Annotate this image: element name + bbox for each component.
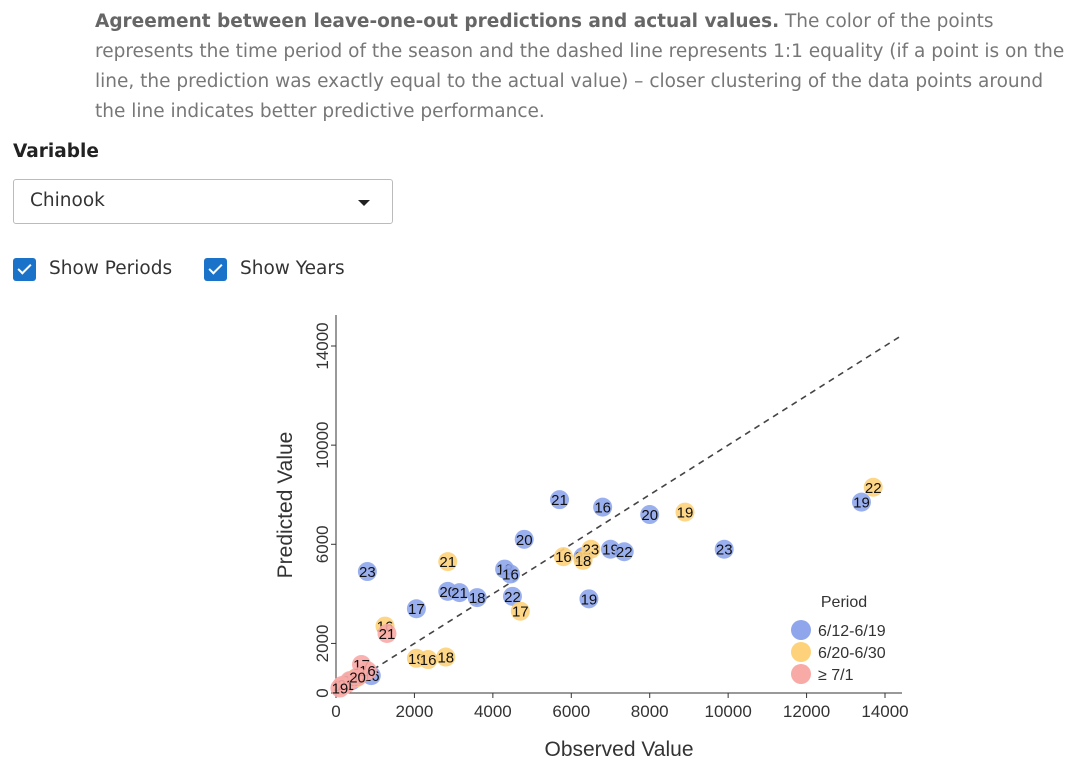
point-label: 19 bbox=[332, 681, 349, 698]
data-point bbox=[714, 539, 734, 559]
data-point bbox=[377, 624, 397, 644]
point-label: 17 bbox=[408, 601, 425, 618]
point-label: 22 bbox=[504, 589, 521, 606]
data-point bbox=[851, 492, 871, 512]
data-point bbox=[510, 601, 530, 621]
point-label: 21 bbox=[451, 585, 468, 602]
point-label: 21 bbox=[551, 492, 568, 509]
point-label: 16 bbox=[594, 500, 611, 517]
checkmark-icon bbox=[13, 258, 36, 281]
data-point bbox=[614, 542, 634, 562]
point-label: 19 bbox=[853, 495, 870, 512]
data-point bbox=[406, 599, 426, 619]
point-label: 19 bbox=[581, 591, 598, 608]
data-point bbox=[675, 502, 695, 522]
show-periods-label: Show Periods bbox=[49, 258, 173, 279]
data-point bbox=[593, 497, 613, 517]
data-point bbox=[436, 647, 456, 667]
x-tick-label: 8000 bbox=[631, 702, 669, 721]
point-label: 19 bbox=[677, 505, 694, 522]
y-tick-label: 10000 bbox=[313, 422, 332, 469]
point-label: 20 bbox=[349, 669, 366, 686]
data-point bbox=[553, 547, 573, 567]
x-tick-label: 4000 bbox=[474, 702, 512, 721]
legend-label: 6/12-6/19 bbox=[818, 623, 886, 640]
data-point bbox=[640, 505, 660, 525]
point-label: 22 bbox=[616, 544, 633, 561]
point-label: 16 bbox=[555, 549, 572, 566]
figure-caption: Agreement between leave-one-out predicti… bbox=[95, 7, 1070, 127]
legend-title: Period bbox=[821, 594, 867, 611]
caption-text: The color of the points represents the t… bbox=[95, 11, 1065, 122]
data-point bbox=[579, 589, 599, 609]
legend-swatch bbox=[791, 620, 811, 640]
x-tick-label: 2000 bbox=[396, 702, 434, 721]
point-label: 18 bbox=[575, 553, 592, 570]
chevron-down-icon bbox=[358, 200, 370, 206]
point-label: 23 bbox=[716, 542, 733, 559]
variable-select[interactable]: Chinook bbox=[13, 179, 393, 224]
y-tick-label: 14000 bbox=[313, 322, 332, 369]
data-point bbox=[330, 678, 350, 698]
data-point bbox=[863, 477, 883, 497]
point-label: 21 bbox=[439, 554, 456, 571]
data-point bbox=[514, 529, 534, 549]
point-label: 16 bbox=[502, 567, 519, 584]
point-label: 18 bbox=[469, 590, 486, 607]
point-label: 22 bbox=[865, 480, 882, 497]
data-point bbox=[467, 588, 487, 608]
point-label: 16 bbox=[420, 652, 437, 669]
point-label: 20 bbox=[516, 532, 533, 549]
data-point bbox=[418, 650, 438, 670]
y-tick-label: 0 bbox=[313, 688, 332, 697]
point-label: 19 bbox=[602, 542, 619, 559]
legend-label: ≥ 7/1 bbox=[818, 667, 854, 684]
x-tick-label: 12000 bbox=[783, 702, 830, 721]
y-tick-label: 2000 bbox=[313, 625, 332, 663]
caption-bold: Agreement between leave-one-out predicti… bbox=[95, 11, 780, 32]
point-label: 17 bbox=[512, 604, 529, 621]
x-tick-label: 10000 bbox=[705, 702, 752, 721]
point-label: 23 bbox=[359, 564, 376, 581]
x-tick-label: 0 bbox=[331, 702, 340, 721]
x-tick-label: 6000 bbox=[552, 702, 590, 721]
variable-label: Variable bbox=[13, 141, 99, 162]
point-label: 18 bbox=[437, 650, 454, 667]
legend-swatch bbox=[791, 664, 811, 684]
data-point bbox=[450, 583, 470, 603]
equality-line bbox=[335, 335, 902, 694]
data-point bbox=[573, 550, 593, 570]
show-years-label: Show Years bbox=[240, 258, 345, 279]
x-axis-title: Observed Value bbox=[544, 738, 693, 761]
legend-swatch bbox=[791, 642, 811, 662]
data-point bbox=[550, 490, 570, 510]
legend-label: 6/20-6/30 bbox=[818, 645, 886, 662]
y-axis-title: Predicted Value bbox=[274, 432, 297, 579]
x-tick-label: 14000 bbox=[861, 702, 908, 721]
point-label: 21 bbox=[379, 626, 396, 643]
data-point bbox=[501, 564, 521, 584]
point-label: 20 bbox=[641, 507, 658, 524]
checkmark-icon bbox=[204, 258, 227, 281]
data-point bbox=[438, 552, 458, 572]
data-point bbox=[348, 667, 368, 687]
variable-select-value: Chinook bbox=[30, 190, 105, 211]
y-tick-label: 6000 bbox=[313, 525, 332, 563]
data-point bbox=[357, 562, 377, 582]
data-point bbox=[502, 586, 522, 606]
